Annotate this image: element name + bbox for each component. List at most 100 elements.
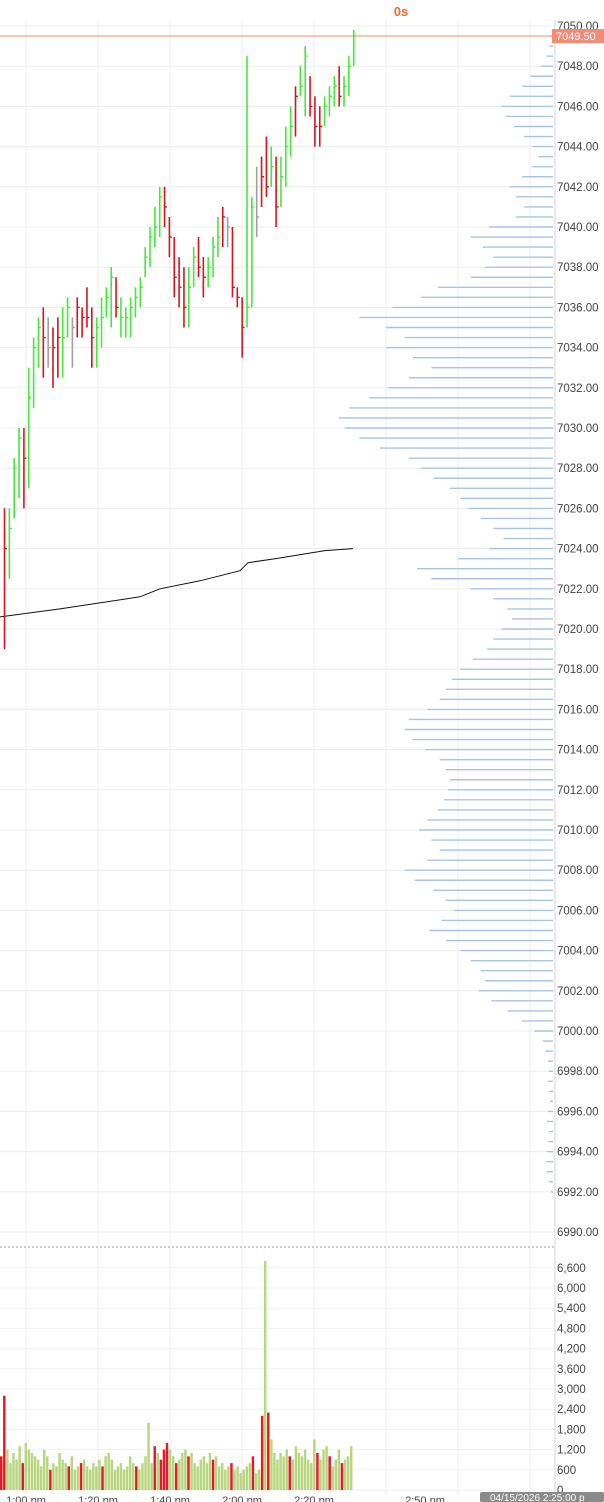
volume-bar <box>322 1449 325 1490</box>
volume-bar <box>27 1449 31 1490</box>
ohlc-bar <box>265 136 269 197</box>
volume-bar <box>310 1463 313 1490</box>
volume-bar <box>82 1459 86 1490</box>
volume-bar <box>168 1449 172 1490</box>
price-tick-label: 6996.00 <box>557 1106 599 1118</box>
volume-bar <box>267 1412 270 1490</box>
volume-tick-label: 1,200 <box>557 1445 586 1457</box>
ohlc-bar <box>251 196 255 308</box>
ohlc-bar <box>318 106 323 147</box>
volume-bar <box>15 1459 18 1490</box>
ohlc-bar <box>343 76 347 107</box>
ohlc-bar <box>348 56 352 97</box>
price-tick-label: 6992.00 <box>557 1187 599 1199</box>
ohlc-bar <box>139 277 143 308</box>
volume-bar <box>260 1415 264 1490</box>
price-axis[interactable]: 7050.007048.007046.007044.007042.007040.… <box>554 20 599 1494</box>
volume-bar <box>291 1459 295 1490</box>
timestamp-marker: 04/15/2026 2:25:00 p <box>480 1492 604 1502</box>
volume-bar <box>282 1456 285 1490</box>
volume-bar <box>104 1456 107 1490</box>
ohlc-bar <box>183 267 187 328</box>
price-tick-label: 7026.00 <box>557 503 599 515</box>
ohlc-bar <box>289 106 294 157</box>
volume-axis[interactable]: 6,600 6,000 5,400 4,800 4,200 3,600 3,000 2,400… <box>557 1263 586 1497</box>
volume-bar <box>337 1449 341 1490</box>
volume-bar <box>42 1449 46 1490</box>
volume-tick-label: 5,400 <box>557 1303 586 1315</box>
volume-bar <box>49 1469 52 1490</box>
volume-bar <box>245 1466 249 1490</box>
ohlc-bar <box>61 307 66 378</box>
volume-bar <box>162 1449 166 1490</box>
price-tick-label: 7014.00 <box>557 745 599 757</box>
volume-bar <box>36 1459 40 1490</box>
ohlc-bar <box>333 76 337 107</box>
price-tick-label: 7002.00 <box>557 986 599 998</box>
bar-countdown: 0s <box>394 4 408 19</box>
volume-bar <box>257 1469 261 1490</box>
ohlc-bar <box>124 307 129 338</box>
ohlc-bar <box>95 317 100 368</box>
ohlc-bar <box>115 277 119 318</box>
volume-bar <box>58 1453 61 1490</box>
ohlc-bar <box>144 247 148 278</box>
volume-tick-label: 3,000 <box>557 1384 586 1396</box>
volume-bar <box>12 1453 15 1490</box>
time-axis[interactable]: 1:00 pm 1:20 pm 1:40 pm 2:00 pm 2:20 pm 2:50 … <box>6 1495 445 1502</box>
ohlc-bar <box>236 287 240 308</box>
ohlc-bar <box>241 297 245 358</box>
volume-bar <box>9 1463 12 1490</box>
time-tick-label: 1:40 pm <box>150 1495 190 1502</box>
volume-profile <box>338 35 553 1193</box>
ohlc-bar <box>163 186 168 227</box>
ohlc-bar <box>27 367 32 489</box>
volume-bar <box>165 1442 169 1490</box>
ohlc-bar <box>8 508 12 579</box>
ohlc-bar <box>66 297 71 338</box>
ohlc-bar <box>13 458 17 519</box>
volume-bar <box>239 1473 242 1490</box>
ohlc-bar <box>86 287 90 328</box>
volume-bar <box>178 1459 181 1490</box>
ohlc-bar <box>202 257 206 298</box>
time-tick-label: 2:00 pm <box>222 1495 262 1502</box>
ohlc-bar <box>158 186 163 238</box>
volume-bar <box>205 1463 209 1490</box>
ohlc-bar <box>197 237 201 278</box>
volume-bar <box>98 1459 101 1490</box>
ohlc-bar <box>192 247 197 288</box>
volume-bar <box>334 1459 338 1490</box>
timestamp-box <box>480 1492 604 1502</box>
volume-bar <box>125 1466 129 1490</box>
volume-bar <box>221 1463 224 1490</box>
volume-bar <box>24 1442 28 1490</box>
price-tick-label: 7020.00 <box>557 624 599 636</box>
volume-bar <box>3 1395 6 1490</box>
ohlc-bar <box>105 287 109 318</box>
volume-bar <box>230 1463 233 1490</box>
volume-bar <box>131 1463 135 1490</box>
volume-bar <box>128 1456 132 1490</box>
volume-bar <box>171 1456 175 1490</box>
volume-bar <box>33 1456 37 1490</box>
volume-bar <box>300 1456 304 1490</box>
ohlc-bar <box>309 76 313 117</box>
ohlc-bar <box>110 267 114 328</box>
ohlc-bar <box>188 267 192 328</box>
volume-bar <box>101 1466 104 1490</box>
ohlc-bar <box>314 96 318 147</box>
volume-bar <box>46 1456 49 1490</box>
last-price-marker: 7049.50 <box>552 29 604 44</box>
volume-bar <box>196 1466 199 1490</box>
price-tick-label: 7024.00 <box>557 544 599 556</box>
ohlc-bar <box>270 146 274 187</box>
volume-bar <box>0 1456 3 1490</box>
ohlc-bar <box>173 237 177 298</box>
price-tick-label: 7048.00 <box>557 61 599 73</box>
ohlc-bar <box>294 86 298 137</box>
ohlc-bar <box>149 227 153 268</box>
volume-bar <box>79 1463 83 1490</box>
time-tick-label: 2:50 pm <box>405 1495 445 1502</box>
volume-bar <box>119 1463 123 1490</box>
